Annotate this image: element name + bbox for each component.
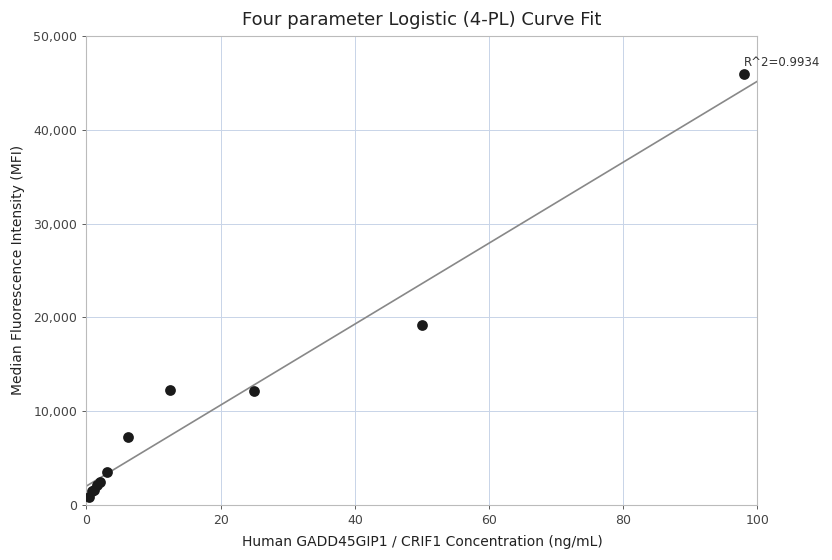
Point [164, 386, 177, 395]
Point [415, 320, 428, 329]
Point [87, 485, 101, 494]
Point [93, 478, 106, 487]
Point [101, 467, 114, 476]
Text: R^2=0.9934: R^2=0.9934 [744, 56, 820, 69]
Point [121, 433, 135, 442]
Point [248, 387, 261, 396]
Point [737, 69, 750, 78]
Y-axis label: Median Fluorescence Intensity (MFI): Median Fluorescence Intensity (MFI) [11, 145, 25, 395]
Point [91, 480, 104, 489]
X-axis label: Human GADD45GIP1 / CRIF1 Concentration (ng/mL): Human GADD45GIP1 / CRIF1 Concentration (… [241, 535, 602, 549]
Point [85, 487, 98, 496]
Point [82, 493, 96, 502]
Title: Four parameter Logistic (4-PL) Curve Fit: Four parameter Logistic (4-PL) Curve Fit [242, 11, 602, 29]
